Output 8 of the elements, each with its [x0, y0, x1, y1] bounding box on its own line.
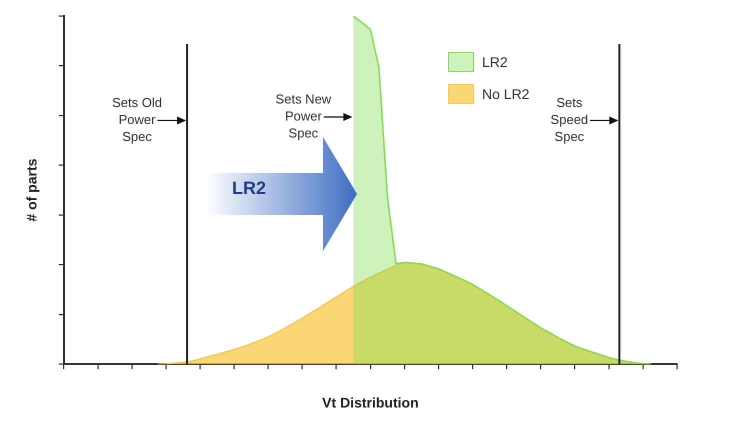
annotation: Sets New Power Spec	[276, 92, 332, 141]
y-axis-title: # of parts	[23, 158, 40, 222]
annotation: Sets Old Power Spec	[112, 95, 162, 144]
legend-label: LR2	[482, 54, 508, 70]
legend-label: No LR2	[482, 86, 530, 102]
x-axis-title: Vt Distribution	[322, 394, 419, 410]
annotation: LR2	[232, 178, 266, 199]
annotation: Sets Speed Spec	[550, 95, 588, 144]
